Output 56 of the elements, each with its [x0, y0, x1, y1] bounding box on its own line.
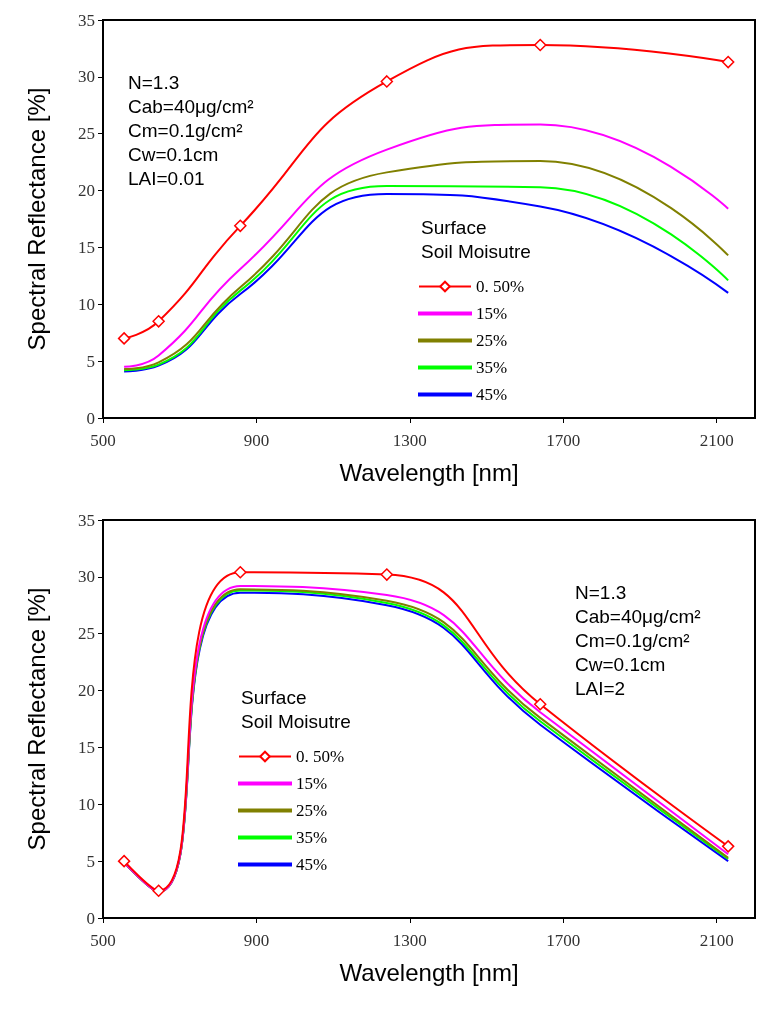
y-tick-label: 30 [78, 567, 95, 587]
x-axis-title: Wavelength [nm] [339, 958, 519, 986]
y-axis-title: Spectral Reflectance [%] [22, 87, 50, 351]
point [380, 75, 394, 88]
legend-label: 45% [476, 385, 508, 404]
y-tick-label: 0 [86, 908, 95, 928]
y-tick-label: 5 [86, 351, 95, 371]
legend-label: 0. 50% [296, 747, 345, 766]
point [117, 854, 131, 868]
x-tick-label: 900 [243, 931, 270, 950]
y-tick-label: 25 [78, 124, 95, 144]
x-tick-label: 1300 [392, 931, 427, 950]
legend-label: 45% [296, 855, 328, 874]
legend-label: 15% [476, 304, 508, 323]
y-tick-label: 20 [78, 681, 95, 701]
y-tick-label: 30 [78, 67, 95, 87]
legend-label: 0. 50% [476, 277, 525, 296]
y-tick-label: 5 [86, 851, 95, 871]
x-tick-label: 1700 [546, 931, 581, 950]
point [721, 840, 735, 853]
y-tick-label: 20 [78, 181, 95, 201]
x-tick-label: 500 [90, 431, 116, 450]
y-tick-label: 25 [78, 624, 95, 644]
point [117, 332, 131, 345]
legend-label: 15% [296, 774, 328, 793]
point [152, 315, 165, 328]
legend-title: Surface Soil Moisutre [241, 686, 351, 732]
point [234, 219, 247, 233]
annotation: N=1.3 Cab=40μg/cm² Cm=0.1g/cm² Cw=0.1cm LAI=2 [575, 581, 701, 699]
legend-label: 35% [476, 358, 508, 377]
x-tick-label: 2100 [699, 431, 734, 450]
x-tick-label: 900 [243, 431, 270, 450]
point [533, 697, 547, 711]
y-tick-label: 10 [78, 794, 95, 814]
y-tick-label: 0 [86, 408, 95, 428]
point [380, 568, 394, 581]
y-tick-label: 15 [78, 237, 95, 257]
annotation: N=1.3 Cab=40μg/cm² Cm=0.1g/cm² Cw=0.1cm LAI=0.01 [128, 71, 254, 189]
x-tick-label: 1300 [392, 431, 427, 450]
x-tick-label: 1700 [546, 431, 581, 450]
y-tick-label: 15 [78, 737, 95, 757]
legend-label: 35% [296, 828, 328, 847]
legend-title: Surface Soil Moisutre [421, 216, 531, 262]
y-tick-label: 10 [78, 294, 95, 314]
legend-label: 25% [296, 801, 328, 820]
y-tick-label: 35 [78, 510, 95, 530]
legend-label: 25% [476, 331, 508, 350]
x-tick-label: 500 [90, 931, 116, 950]
x-axis-title: Wavelength [nm] [339, 458, 519, 486]
point [721, 55, 735, 69]
point [152, 884, 165, 897]
y-axis-title: Spectral Reflectance [%] [22, 587, 50, 851]
y-tick-label: 35 [78, 10, 95, 30]
x-tick-label: 2100 [699, 931, 734, 950]
point [234, 566, 247, 579]
point [533, 38, 547, 52]
